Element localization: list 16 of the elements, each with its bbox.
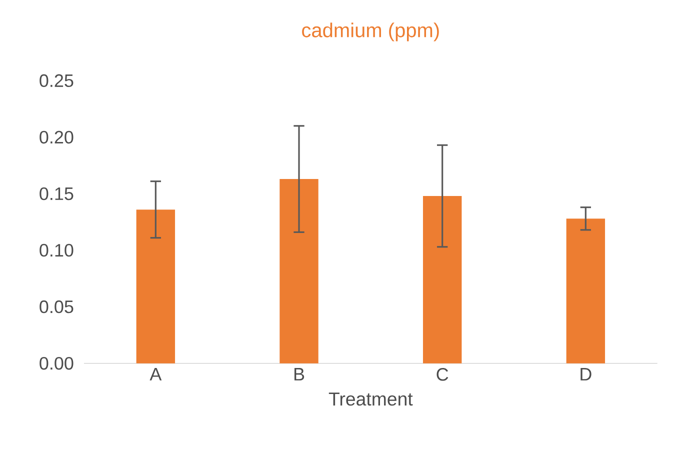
x-tick-label: A [150,368,162,380]
x-tick-label: D [580,368,592,380]
bar [566,218,606,364]
bar [422,196,462,364]
chart-title: cadmium (ppm) [302,22,439,42]
y-tick-label: 0.05 [40,300,74,314]
x-tick-label: B [294,368,304,380]
bar [280,179,318,364]
y-tick-label: 0.00 [40,356,74,370]
bar [136,210,176,364]
x-axis-title: Treatment [328,392,413,406]
y-tick-label: 0.25 [40,74,74,88]
x-tick-label: C [436,368,448,381]
y-tick-label: 0.10 [40,244,74,257]
y-tick-label: 0.20 [40,130,74,144]
y-tick-label: 0.15 [40,187,74,200]
